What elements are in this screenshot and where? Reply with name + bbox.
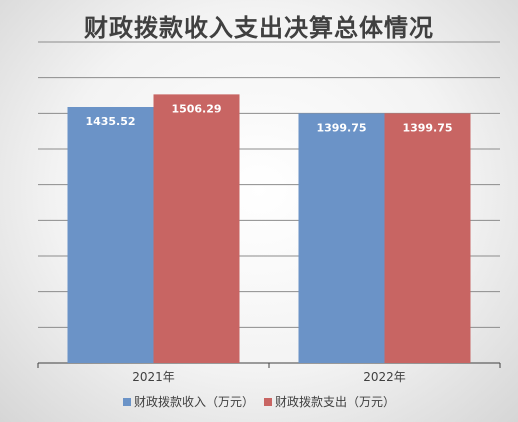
- data-label: 1435.52: [85, 115, 135, 128]
- legend: 财政拨款收入（万元） 财政拨款支出（万元）: [0, 393, 518, 410]
- bar: [153, 94, 240, 363]
- data-label: 1399.75: [316, 121, 366, 134]
- legend-swatch-income: [122, 397, 131, 406]
- data-label: 1506.29: [171, 102, 221, 115]
- bar: [384, 113, 471, 363]
- x-tick-label: 2021年: [132, 370, 175, 384]
- chart-title: 财政拨款收入支出决算总体情况: [84, 13, 434, 42]
- legend-label-income: 财政拨款收入（万元）: [133, 395, 254, 409]
- x-tick-label: 2022年: [363, 370, 406, 384]
- legend-item-income: 财政拨款收入（万元）: [122, 393, 254, 410]
- legend-label-expense: 财政拨款支出（万元）: [275, 395, 396, 409]
- legend-swatch-expense: [264, 397, 272, 406]
- bar: [298, 113, 385, 363]
- data-label: 1399.75: [402, 121, 452, 134]
- legend-item-expense: 财政拨款支出（万元）: [264, 393, 395, 410]
- bar: [67, 106, 154, 363]
